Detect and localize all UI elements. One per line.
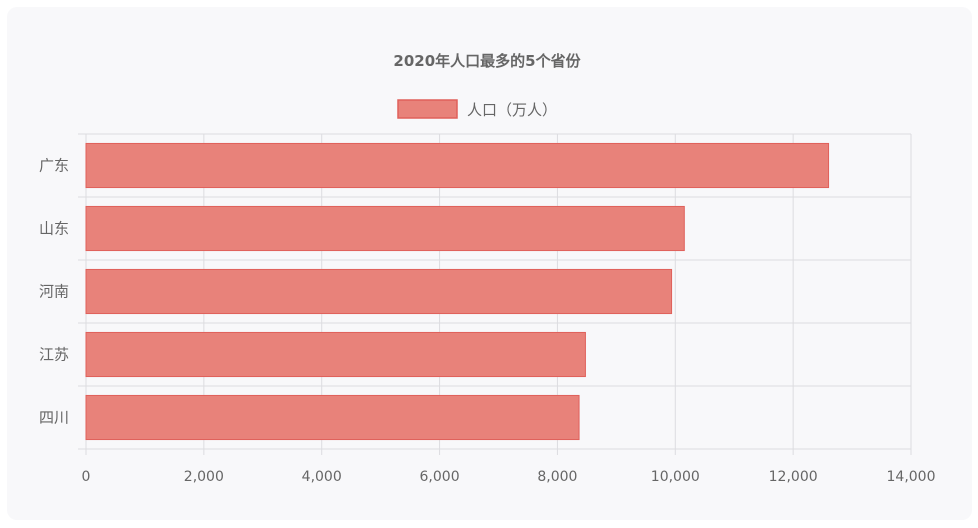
y-tick-label: 广东: [39, 157, 69, 175]
bars: [85, 142, 830, 441]
x-axis-ticks: 0 2,000 4,000 6,000 8,000 10,000 12,000 14,000: [82, 469, 936, 485]
chart-title: 2020年人口最多的5个省份: [393, 52, 581, 70]
y-tick-label: 山东: [39, 220, 69, 238]
x-tick-label: 14,000: [887, 469, 936, 485]
x-tick-label: 4,000: [302, 469, 342, 485]
bar-2[interactable]: [85, 205, 685, 252]
y-tick-label: 河南: [39, 283, 69, 301]
bar-1[interactable]: [85, 142, 830, 189]
x-tick-label: 6,000: [420, 469, 460, 485]
y-tick-label: 四川: [39, 409, 69, 427]
x-tick-label: 10,000: [651, 469, 700, 485]
x-tick-label: 2,000: [184, 469, 224, 485]
bar-4[interactable]: [85, 331, 586, 378]
legend-label: 人口（万人）: [467, 101, 557, 119]
bar-3[interactable]: [85, 268, 673, 315]
legend-swatch: [397, 99, 458, 119]
bar-5[interactable]: [85, 394, 580, 441]
x-tick-label: 8,000: [537, 469, 577, 485]
y-tick-label: 江苏: [39, 346, 69, 364]
x-tick-label: 12,000: [769, 469, 818, 485]
x-tick-label: 0: [82, 469, 91, 485]
legend: 人口（万人）: [397, 99, 557, 119]
